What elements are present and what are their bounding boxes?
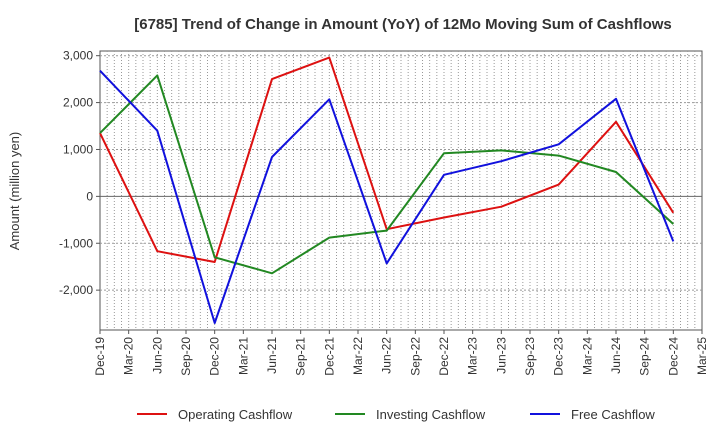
x-tick-label: Dec-22 bbox=[437, 337, 451, 376]
x-tick-label: Mar-20 bbox=[122, 337, 136, 375]
x-tick-label: Jun-22 bbox=[380, 337, 394, 374]
x-tick-label: Dec-24 bbox=[666, 337, 680, 376]
x-tick-label: Mar-24 bbox=[580, 337, 594, 375]
x-tick-label: Sep-23 bbox=[523, 337, 537, 376]
plot-frame bbox=[99, 50, 703, 331]
x-tick-label: Dec-20 bbox=[208, 337, 222, 376]
y-tick-label: -1,000 bbox=[59, 236, 93, 250]
investing-cashflow-legend-label: Investing Cashflow bbox=[376, 407, 486, 422]
x-tick-label: Mar-25 bbox=[695, 337, 709, 375]
x-tick-label: Sep-24 bbox=[638, 337, 652, 376]
chart-title: [6785] Trend of Change in Amount (YoY) o… bbox=[134, 16, 672, 33]
y-tick-label: 1,000 bbox=[63, 142, 93, 156]
x-tick-label: Dec-19 bbox=[93, 337, 107, 376]
x-tick-label: Sep-22 bbox=[408, 337, 422, 376]
investing-cashflow-line bbox=[99, 74, 674, 275]
y-tick-label: 2,000 bbox=[63, 96, 93, 110]
x-tick-label: Jun-20 bbox=[150, 337, 164, 374]
y-axis-label: Amount (million yen) bbox=[7, 132, 22, 251]
free-cashflow-line bbox=[99, 70, 675, 324]
x-tick-label: Jun-23 bbox=[494, 337, 508, 374]
y-tick-label: 3,000 bbox=[63, 49, 93, 63]
x-tick-label: Mar-22 bbox=[351, 337, 365, 375]
x-tick-label: Dec-23 bbox=[552, 337, 566, 376]
y-tick-label: -2,000 bbox=[59, 283, 93, 297]
x-tick-label: Jun-24 bbox=[609, 337, 623, 374]
x-tick-label: Mar-23 bbox=[466, 337, 480, 375]
operating-cashflow-legend-label: Operating Cashflow bbox=[178, 407, 293, 422]
free-cashflow-legend-label: Free Cashflow bbox=[571, 407, 655, 422]
x-tick-label: Sep-20 bbox=[179, 337, 193, 376]
x-tick-label: Sep-21 bbox=[294, 337, 308, 376]
x-tick-label: Mar-21 bbox=[236, 337, 250, 375]
x-tick-label: Jun-21 bbox=[265, 337, 279, 374]
y-tick-label: 0 bbox=[86, 189, 93, 203]
x-tick-label: Dec-21 bbox=[322, 337, 336, 376]
legend: Operating Cashflow Investing Cashflow Free… bbox=[137, 407, 655, 422]
plot-area: 3,000 2,000 1,000 0 -1,000 -2,000 Dec-19 Mar-20… bbox=[59, 49, 709, 376]
